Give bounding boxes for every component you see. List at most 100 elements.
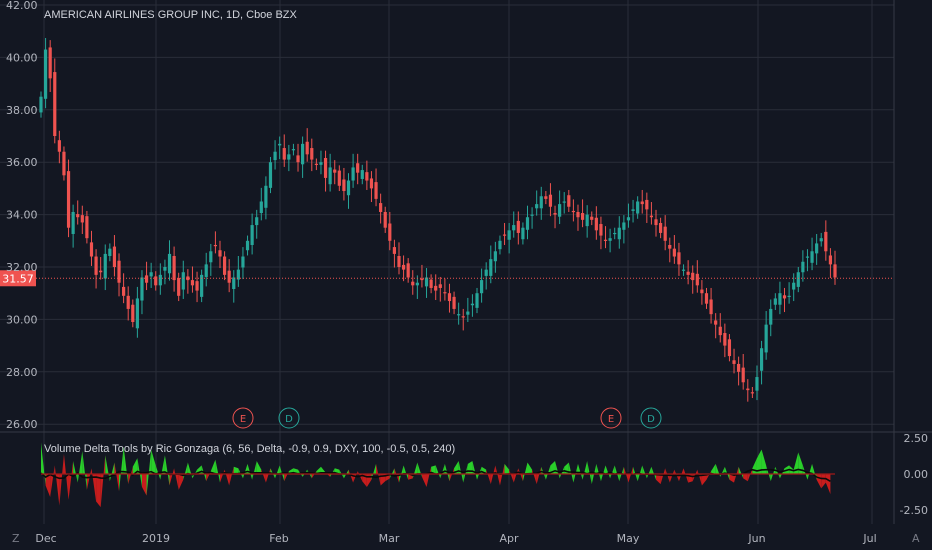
candle-body (631, 209, 635, 211)
time-tick-label: Feb (269, 532, 288, 545)
event-circle (232, 407, 254, 429)
candle-body (99, 270, 103, 273)
delta-area (504, 463, 510, 474)
candle-body (461, 316, 465, 318)
indicator-tick-label: 2.50 (904, 432, 929, 445)
delta-area (807, 463, 813, 480)
candle-body (103, 253, 107, 279)
event-circle (600, 407, 622, 429)
candle-body (580, 213, 585, 220)
candle-body (815, 243, 819, 254)
candle-body (801, 261, 805, 273)
time-tick-label: Apr (499, 532, 519, 545)
delta-area (96, 474, 101, 508)
candle-body (167, 253, 172, 274)
delta-area (729, 474, 735, 483)
candle-body (314, 163, 318, 165)
candle-body (186, 276, 190, 281)
candle-body (351, 167, 355, 181)
auto-scale-icon[interactable]: A (912, 532, 920, 545)
delta-area (119, 446, 124, 492)
delta-area (73, 461, 78, 483)
candle-body (608, 238, 612, 241)
candle-body (273, 151, 277, 161)
candle-body (39, 96, 43, 113)
delta-area (109, 462, 115, 482)
delta-area (532, 469, 537, 485)
delta-area (224, 469, 230, 486)
candle-body (484, 269, 488, 276)
candle-body (787, 295, 791, 298)
candle-body (236, 269, 240, 280)
delta-area (54, 465, 60, 506)
candle-body (158, 274, 162, 286)
candle-body (727, 339, 732, 357)
candle-body (466, 311, 470, 315)
delta-area (477, 466, 482, 480)
candle-body (149, 272, 153, 277)
candle-body (397, 255, 401, 267)
price-tick-label: 38.00 (6, 104, 38, 117)
candle-body (649, 215, 654, 218)
price-tick-label: 34.00 (6, 209, 38, 222)
candle-body (319, 162, 323, 165)
candle-body (264, 185, 268, 208)
delta-area (261, 469, 266, 483)
delta-area (265, 468, 271, 483)
delta-area (555, 461, 560, 479)
candle-body (112, 246, 117, 267)
candle-body (310, 148, 314, 160)
delta-area (215, 459, 220, 483)
candle-body (732, 360, 736, 364)
candle-body (530, 214, 534, 216)
candle-body (57, 140, 61, 152)
candle-body (658, 222, 663, 233)
event-label: D (647, 414, 655, 425)
candle-body (342, 179, 346, 192)
candle-body (195, 281, 199, 291)
delta-area (779, 468, 785, 479)
candle-body (691, 272, 695, 281)
event-circle (640, 407, 662, 429)
candle-body (636, 201, 640, 214)
delta-area (541, 466, 546, 480)
candle-body (259, 201, 263, 214)
candle-body (392, 247, 396, 254)
candle-body (53, 72, 57, 136)
candle-body (268, 162, 273, 188)
candle-body (429, 279, 433, 288)
delta-area (100, 455, 106, 508)
candle-body (356, 163, 360, 173)
delta-area (91, 468, 97, 502)
delta-area (242, 463, 248, 479)
candle-body (535, 204, 539, 209)
candles (39, 38, 837, 402)
candle-body (718, 326, 722, 336)
delta-area (201, 465, 207, 482)
delta-area (311, 471, 317, 479)
candle-body (144, 275, 149, 283)
candle-body (135, 298, 139, 329)
delta-area (628, 466, 634, 483)
candle-body (62, 151, 66, 176)
delta-area (183, 462, 188, 480)
delta-area (536, 466, 542, 485)
candle-body (177, 278, 181, 296)
timezone-icon[interactable]: Z (12, 532, 20, 545)
delta-area (701, 474, 707, 486)
delta-area (518, 468, 523, 482)
delta-area (522, 462, 528, 482)
candle-body (388, 223, 392, 241)
last-price-line: 31.57 (0, 270, 894, 287)
delta-area (219, 469, 225, 483)
event-label: D (285, 414, 293, 425)
delta-area (45, 474, 51, 498)
delta-area (775, 466, 780, 479)
candle-body (613, 232, 617, 235)
candle-body (507, 230, 511, 240)
delta-area (812, 463, 817, 480)
candle-body (190, 280, 195, 286)
delta-area (169, 468, 175, 486)
